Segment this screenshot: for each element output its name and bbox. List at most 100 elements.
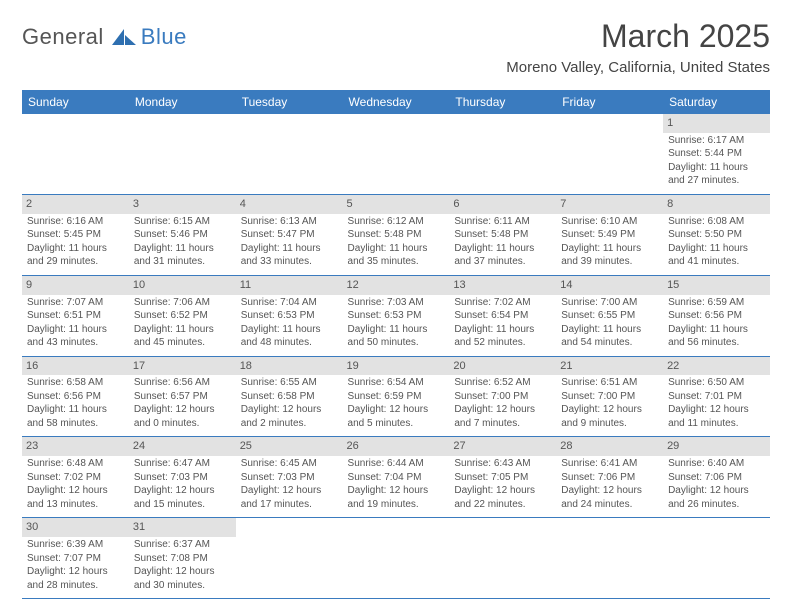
- day-number: 19: [343, 357, 450, 376]
- daylight-line: Daylight: 12 hours and 5 minutes.: [348, 403, 445, 430]
- brand-logo: General Blue: [22, 24, 187, 50]
- sunrise-line: Sunrise: 6:59 AM: [668, 296, 765, 310]
- sunset-line: Sunset: 6:57 PM: [134, 390, 231, 404]
- sunrise-line: Sunrise: 6:08 AM: [668, 215, 765, 229]
- day-number: 15: [663, 276, 770, 295]
- daylight-line: Daylight: 12 hours and 7 minutes.: [454, 403, 551, 430]
- day-number: 26: [343, 437, 450, 456]
- calendar-cell: 20Sunrise: 6:52 AMSunset: 7:00 PMDayligh…: [449, 356, 556, 437]
- calendar-cell: 19Sunrise: 6:54 AMSunset: 6:59 PMDayligh…: [343, 356, 450, 437]
- calendar-cell: 12Sunrise: 7:03 AMSunset: 6:53 PMDayligh…: [343, 275, 450, 356]
- day-number: 8: [663, 195, 770, 214]
- day-number: 22: [663, 357, 770, 376]
- calendar-cell: [343, 518, 450, 599]
- daylight-line: Daylight: 11 hours and 52 minutes.: [454, 323, 551, 350]
- calendar-cell: 17Sunrise: 6:56 AMSunset: 6:57 PMDayligh…: [129, 356, 236, 437]
- sunrise-line: Sunrise: 6:16 AM: [27, 215, 124, 229]
- daylight-line: Daylight: 12 hours and 30 minutes.: [134, 565, 231, 592]
- daylight-line: Daylight: 11 hours and 31 minutes.: [134, 242, 231, 269]
- sunset-line: Sunset: 7:00 PM: [454, 390, 551, 404]
- daylight-line: Daylight: 11 hours and 50 minutes.: [348, 323, 445, 350]
- sunrise-line: Sunrise: 6:43 AM: [454, 457, 551, 471]
- calendar-cell: 21Sunrise: 6:51 AMSunset: 7:00 PMDayligh…: [556, 356, 663, 437]
- location-subtitle: Moreno Valley, California, United States: [506, 59, 770, 76]
- brand-text-2: Blue: [141, 24, 187, 50]
- calendar-week-row: 16Sunrise: 6:58 AMSunset: 6:56 PMDayligh…: [22, 356, 770, 437]
- calendar-cell: 26Sunrise: 6:44 AMSunset: 7:04 PMDayligh…: [343, 437, 450, 518]
- sunrise-line: Sunrise: 6:44 AM: [348, 457, 445, 471]
- calendar-cell: 5Sunrise: 6:12 AMSunset: 5:48 PMDaylight…: [343, 194, 450, 275]
- sunrise-line: Sunrise: 6:11 AM: [454, 215, 551, 229]
- calendar-cell: 4Sunrise: 6:13 AMSunset: 5:47 PMDaylight…: [236, 194, 343, 275]
- calendar-cell: 30Sunrise: 6:39 AMSunset: 7:07 PMDayligh…: [22, 518, 129, 599]
- calendar-header: SundayMondayTuesdayWednesdayThursdayFrid…: [22, 90, 770, 114]
- sunset-line: Sunset: 6:53 PM: [348, 309, 445, 323]
- sunset-line: Sunset: 5:45 PM: [27, 228, 124, 242]
- day-number: 4: [236, 195, 343, 214]
- calendar-cell: 11Sunrise: 7:04 AMSunset: 6:53 PMDayligh…: [236, 275, 343, 356]
- calendar-body: 1Sunrise: 6:17 AMSunset: 5:44 PMDaylight…: [22, 114, 770, 599]
- sunrise-line: Sunrise: 6:17 AM: [668, 134, 765, 148]
- daylight-line: Daylight: 11 hours and 39 minutes.: [561, 242, 658, 269]
- sunset-line: Sunset: 5:50 PM: [668, 228, 765, 242]
- sunrise-line: Sunrise: 7:06 AM: [134, 296, 231, 310]
- sunset-line: Sunset: 7:06 PM: [668, 471, 765, 485]
- calendar-cell: 9Sunrise: 7:07 AMSunset: 6:51 PMDaylight…: [22, 275, 129, 356]
- calendar-cell: 29Sunrise: 6:40 AMSunset: 7:06 PMDayligh…: [663, 437, 770, 518]
- sunset-line: Sunset: 7:05 PM: [454, 471, 551, 485]
- title-block: March 2025 Moreno Valley, California, Un…: [506, 18, 770, 76]
- sunrise-line: Sunrise: 6:51 AM: [561, 376, 658, 390]
- brand-text-1: General: [22, 24, 104, 50]
- calendar-week-row: 2Sunrise: 6:16 AMSunset: 5:45 PMDaylight…: [22, 194, 770, 275]
- daylight-line: Daylight: 11 hours and 58 minutes.: [27, 403, 124, 430]
- calendar-week-row: 1Sunrise: 6:17 AMSunset: 5:44 PMDaylight…: [22, 114, 770, 194]
- sunset-line: Sunset: 6:56 PM: [27, 390, 124, 404]
- day-header: Thursday: [449, 90, 556, 114]
- calendar-cell: [22, 114, 129, 194]
- daylight-line: Daylight: 12 hours and 15 minutes.: [134, 484, 231, 511]
- daylight-line: Daylight: 11 hours and 41 minutes.: [668, 242, 765, 269]
- daylight-line: Daylight: 11 hours and 54 minutes.: [561, 323, 658, 350]
- sunset-line: Sunset: 6:52 PM: [134, 309, 231, 323]
- day-number: 21: [556, 357, 663, 376]
- calendar-cell: [449, 518, 556, 599]
- sunset-line: Sunset: 5:48 PM: [348, 228, 445, 242]
- sunrise-line: Sunrise: 6:40 AM: [668, 457, 765, 471]
- calendar-cell: 15Sunrise: 6:59 AMSunset: 6:56 PMDayligh…: [663, 275, 770, 356]
- day-number: 6: [449, 195, 556, 214]
- calendar-week-row: 30Sunrise: 6:39 AMSunset: 7:07 PMDayligh…: [22, 518, 770, 599]
- sunset-line: Sunset: 6:56 PM: [668, 309, 765, 323]
- day-number: 7: [556, 195, 663, 214]
- sunrise-line: Sunrise: 6:52 AM: [454, 376, 551, 390]
- sunrise-line: Sunrise: 6:54 AM: [348, 376, 445, 390]
- calendar-cell: 31Sunrise: 6:37 AMSunset: 7:08 PMDayligh…: [129, 518, 236, 599]
- daylight-line: Daylight: 12 hours and 17 minutes.: [241, 484, 338, 511]
- day-number: 30: [22, 518, 129, 537]
- daylight-line: Daylight: 12 hours and 2 minutes.: [241, 403, 338, 430]
- daylight-line: Daylight: 11 hours and 48 minutes.: [241, 323, 338, 350]
- day-number: 23: [22, 437, 129, 456]
- day-number: 9: [22, 276, 129, 295]
- calendar-cell: 24Sunrise: 6:47 AMSunset: 7:03 PMDayligh…: [129, 437, 236, 518]
- sunrise-line: Sunrise: 6:45 AM: [241, 457, 338, 471]
- day-number: 14: [556, 276, 663, 295]
- calendar-cell: 25Sunrise: 6:45 AMSunset: 7:03 PMDayligh…: [236, 437, 343, 518]
- day-number: 10: [129, 276, 236, 295]
- sunrise-line: Sunrise: 6:39 AM: [27, 538, 124, 552]
- sunrise-line: Sunrise: 6:37 AM: [134, 538, 231, 552]
- sunrise-line: Sunrise: 6:10 AM: [561, 215, 658, 229]
- day-number: 5: [343, 195, 450, 214]
- sunset-line: Sunset: 5:48 PM: [454, 228, 551, 242]
- day-number: 1: [663, 114, 770, 133]
- calendar-page: General Blue March 2025 Moreno Valley, C…: [0, 0, 792, 612]
- day-number: 18: [236, 357, 343, 376]
- daylight-line: Daylight: 12 hours and 28 minutes.: [27, 565, 124, 592]
- calendar-cell: 22Sunrise: 6:50 AMSunset: 7:01 PMDayligh…: [663, 356, 770, 437]
- calendar-week-row: 9Sunrise: 7:07 AMSunset: 6:51 PMDaylight…: [22, 275, 770, 356]
- daylight-line: Daylight: 11 hours and 33 minutes.: [241, 242, 338, 269]
- day-header: Wednesday: [343, 90, 450, 114]
- daylight-line: Daylight: 12 hours and 13 minutes.: [27, 484, 124, 511]
- sunset-line: Sunset: 5:47 PM: [241, 228, 338, 242]
- daylight-line: Daylight: 12 hours and 0 minutes.: [134, 403, 231, 430]
- sunset-line: Sunset: 7:03 PM: [241, 471, 338, 485]
